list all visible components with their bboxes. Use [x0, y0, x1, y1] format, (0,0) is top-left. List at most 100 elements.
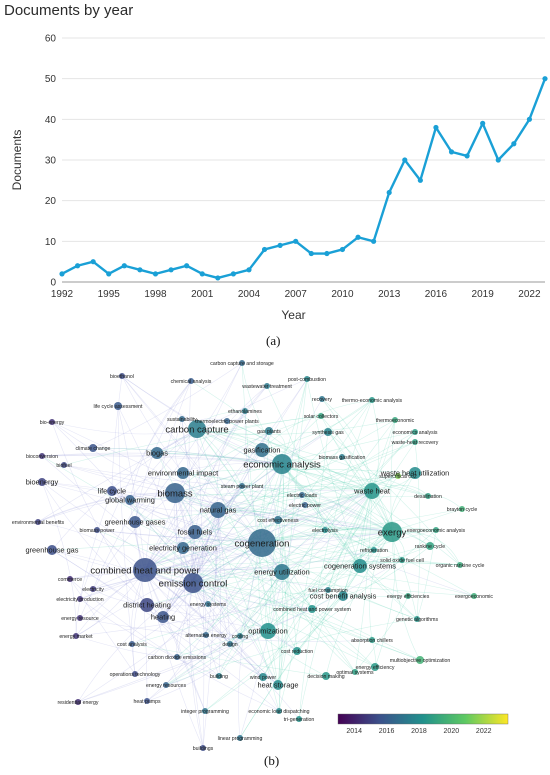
network-edge — [92, 542, 263, 590]
keyword-node — [47, 545, 57, 555]
keyword-node — [165, 483, 185, 503]
network-edge — [196, 428, 429, 497]
network-edge — [359, 545, 431, 567]
data-point — [184, 263, 190, 269]
x-tick-label: 2016 — [425, 289, 448, 300]
network-edge — [267, 475, 399, 632]
keyword-node — [200, 745, 206, 751]
keyword-label: steam power plant — [221, 484, 264, 490]
keyword-network-panel: cogeneration combined heat and power emiss… — [0, 352, 550, 752]
network-edge — [261, 542, 403, 562]
keyword-label: cost benefit analysis — [310, 592, 377, 601]
network-edge — [196, 428, 393, 533]
network-edge — [182, 547, 231, 645]
network-edge — [342, 545, 431, 597]
network-edge — [69, 568, 283, 580]
keyword-label: cooling — [232, 634, 249, 640]
keyword-node — [133, 558, 157, 582]
keyword-node — [392, 417, 398, 423]
keyword-label: exergy efficiencies — [387, 594, 430, 600]
keyword-label: cost effectiveness — [257, 518, 299, 524]
network-edge — [342, 472, 416, 597]
keyword-label: bioconversion — [26, 454, 58, 460]
keyword-label: thermo-economic analysis — [342, 398, 403, 404]
network-edge — [131, 545, 431, 645]
keyword-node — [405, 593, 411, 599]
data-point — [402, 157, 408, 163]
keyword-label: optimization — [248, 627, 287, 636]
keyword-node — [157, 611, 169, 623]
colorbar-tick-label: 2018 — [411, 728, 427, 735]
network-edge — [144, 549, 375, 572]
caption-a: (a) — [266, 333, 281, 348]
keyword-node — [144, 698, 150, 704]
network-edge — [144, 430, 270, 571]
keyword-label: economic analysis — [243, 459, 321, 470]
keyword-label: energy utilization — [254, 568, 309, 577]
network-edge — [192, 431, 416, 584]
network-edge — [51, 549, 280, 712]
network-edge — [144, 569, 373, 641]
network-edge — [192, 529, 437, 584]
keyword-node — [318, 413, 324, 419]
network-edge — [369, 531, 393, 641]
keyword-label: waste-heat recovery — [392, 440, 439, 446]
keyword-label: electric power — [289, 503, 321, 509]
network-edge — [37, 492, 176, 523]
network-edge — [304, 490, 373, 506]
keyword-label: carbon capture — [165, 424, 228, 435]
network-edge — [156, 452, 373, 492]
keyword-node — [325, 587, 331, 593]
network-edge — [391, 531, 461, 566]
keyword-label: brayton cycle — [447, 507, 478, 513]
keyword-label: waste heat — [353, 487, 390, 496]
network-edge — [298, 399, 373, 720]
network-edge — [261, 527, 437, 544]
network-edge — [311, 531, 393, 610]
keyword-label: biogas — [146, 449, 168, 458]
keyword-label: building — [210, 674, 228, 680]
network-edge — [51, 421, 475, 597]
network-edge — [174, 492, 204, 749]
keyword-node — [73, 633, 79, 639]
data-point — [355, 234, 361, 240]
network-edge — [77, 608, 313, 703]
network-edge — [194, 531, 279, 686]
network-edge — [217, 509, 231, 645]
network-edge — [182, 472, 280, 712]
network-edge — [181, 418, 194, 584]
network-edge — [266, 385, 326, 531]
network-edge — [146, 604, 220, 677]
data-point — [293, 238, 299, 244]
network-edge — [320, 415, 393, 533]
network-edge — [192, 485, 243, 584]
network-edge — [129, 380, 192, 501]
keyword-node — [265, 427, 273, 435]
network-edge — [41, 455, 269, 632]
keyword-node — [293, 647, 301, 655]
network-edge — [267, 463, 284, 632]
network-edge — [241, 362, 283, 465]
keyword-label: linear programming — [218, 736, 263, 742]
network-edge — [144, 569, 329, 591]
colorbar-tick-label: 2020 — [444, 728, 460, 735]
network-edge — [144, 561, 461, 571]
keyword-node — [302, 502, 308, 508]
network-edge — [196, 428, 373, 492]
network-edge — [146, 490, 373, 702]
network-edge — [96, 529, 279, 686]
data-point — [526, 116, 533, 122]
keyword-node — [129, 641, 135, 647]
network-edge — [121, 375, 283, 465]
network-edge — [194, 531, 418, 620]
network-edge — [196, 428, 283, 573]
network-edge — [174, 431, 416, 494]
keyword-label: integer programming — [181, 709, 229, 715]
network-edge — [202, 509, 219, 749]
network-edge — [174, 492, 279, 521]
keyword-label: heat storage — [257, 681, 298, 690]
x-tick-label: 2013 — [378, 289, 401, 300]
documents-by-year-panel: Documents by year 0 10 20 30 40 50 60 1992 1995 1… — [0, 0, 550, 330]
keyword-node — [274, 516, 282, 524]
network-edge — [278, 431, 329, 712]
